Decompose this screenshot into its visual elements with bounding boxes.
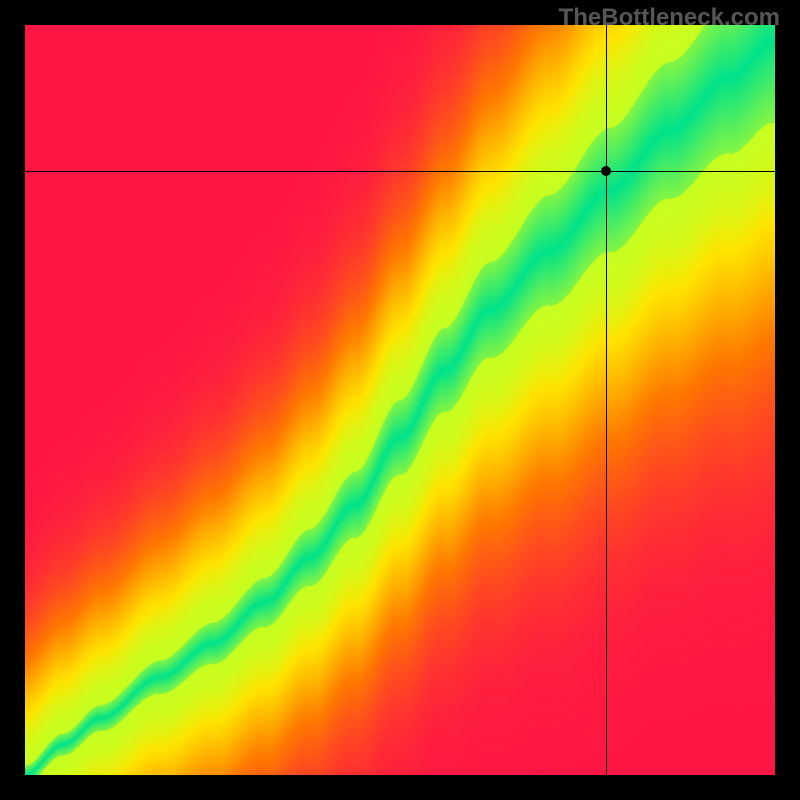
heatmap-canvas [25, 25, 775, 775]
crosshair-horizontal [25, 171, 775, 172]
watermark-text: TheBottleneck.com [559, 4, 780, 32]
marker-dot [601, 166, 611, 176]
chart-container: TheBottleneck.com [0, 0, 800, 800]
crosshair-vertical [606, 25, 607, 775]
plot-area [25, 25, 775, 775]
